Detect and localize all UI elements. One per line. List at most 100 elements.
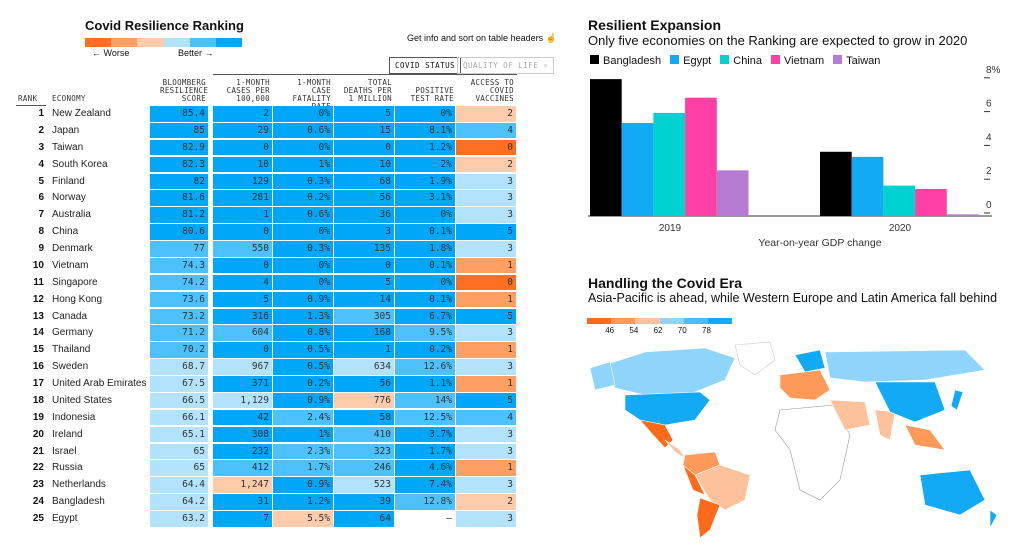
economy-name: Finland bbox=[52, 175, 85, 187]
table-row[interactable]: 25 Egypt 63.2 7 5.5% 64–3 bbox=[0, 511, 520, 527]
legend-swatch bbox=[720, 55, 730, 64]
deaths-cell: 39 bbox=[334, 494, 394, 510]
table-row[interactable]: 4 South Korea 82.3 10 1% 10 2% 2 bbox=[0, 156, 520, 173]
economy-name: United Arab Emirates bbox=[52, 378, 147, 390]
table-row[interactable]: 2 Japan 85 29 0.6% 15 8.1% 4 bbox=[0, 122, 520, 139]
header-positive[interactable]: POSITIVE TEST RATE bbox=[410, 86, 454, 103]
header-deaths[interactable]: TOTAL DEATHS PER 1 MILLION bbox=[343, 78, 392, 103]
positive-cell: 0.2% bbox=[395, 342, 455, 358]
positive-cell: 0% bbox=[395, 106, 455, 122]
table-row[interactable]: 7 Australia 81.2 1 0.6% 36 0% 3 bbox=[0, 207, 520, 223]
table-row[interactable]: 12 Hong Kong 73.6 5 0.9% 14 0.1% 1 bbox=[0, 291, 520, 308]
table-row[interactable]: 23 Netherlands 64.4 1,247 0.9% 523 7.4% 3 bbox=[0, 477, 520, 493]
y-tick-label: 2 bbox=[986, 166, 992, 177]
map-argentina-chile bbox=[696, 497, 721, 539]
ranking-title: Covid Resilience Ranking bbox=[85, 18, 244, 33]
ranking-color-legend bbox=[85, 38, 243, 47]
map-europe bbox=[779, 369, 831, 401]
rank: 12 bbox=[32, 293, 44, 305]
vaccines-cell: 1 bbox=[456, 376, 516, 392]
economy-name: Vietnam bbox=[52, 259, 89, 271]
deaths-cell: 5 bbox=[334, 274, 394, 291]
economy-name: Australia bbox=[52, 209, 91, 221]
score-cell: 68.7 bbox=[150, 359, 208, 375]
score-cell: 73.6 bbox=[150, 291, 208, 308]
vaccines-cell: 5 bbox=[456, 392, 516, 409]
gdp-bar-chart: 0 2 4 6 8% 2019 2020 Year-on-year GDP change bbox=[588, 65, 1001, 249]
deaths-cell: 10 bbox=[334, 156, 394, 173]
map-legend-swatch bbox=[683, 318, 708, 324]
sort-hint-text: Get info and sort on table headers bbox=[407, 33, 544, 43]
table-row[interactable]: 3 Taiwan 82.9 0 0% 0 1.2% 0 bbox=[0, 139, 520, 156]
table-row[interactable]: 1 New Zealand 85.4 2 0% 5 0% 2 bbox=[0, 106, 520, 122]
table-row[interactable]: 10 Vietnam 74.3 0 0% 0 0.1% 1 bbox=[0, 257, 520, 274]
positive-cell: 14% bbox=[395, 392, 455, 409]
vaccines-cell: 1 bbox=[456, 342, 516, 358]
deaths-cell: 58 bbox=[334, 409, 394, 426]
vaccines-cell: 3 bbox=[456, 477, 516, 493]
table-row[interactable]: 15 Thailand 70.2 0 0.5% 1 0.2% 1 bbox=[0, 342, 520, 358]
map-africa bbox=[774, 404, 851, 501]
rank: 8 bbox=[38, 226, 44, 238]
score-cell: 74.2 bbox=[150, 274, 208, 291]
rank: 25 bbox=[32, 513, 44, 525]
map-alaska bbox=[589, 361, 616, 391]
economy-name: Hong Kong bbox=[52, 293, 103, 305]
tab-covid-status[interactable]: COVID STATUS bbox=[389, 57, 462, 74]
tab-quality-of-life[interactable]: QUALITY OF LIFE ▿ bbox=[457, 57, 555, 74]
header-vaccines[interactable]: ACCESS TO COVID VACCINES bbox=[470, 78, 514, 103]
table-row[interactable]: 17 United Arab Emirates 67.5 371 0.2% 56 1.1% 1 bbox=[0, 376, 520, 392]
rank: 2 bbox=[38, 124, 44, 136]
table-row[interactable]: 11 Singapore 74.2 4 0% 5 0% 0 bbox=[0, 274, 520, 291]
table-row[interactable]: 13 Canada 73.2 316 1.3% 305 6.7% 5 bbox=[0, 308, 520, 325]
economy-name: China bbox=[52, 226, 79, 238]
gdp-title: Resilient Expansion bbox=[588, 17, 722, 33]
fatality-cell: 0% bbox=[273, 257, 333, 274]
table-row[interactable]: 14 Germany 71.2 604 0.8% 168 9.5% 3 bbox=[0, 325, 520, 341]
map-legend-swatch bbox=[611, 318, 636, 324]
bar-china-2019 bbox=[653, 112, 686, 216]
fatality-cell: 1.2% bbox=[273, 494, 333, 510]
legend-better: Better → bbox=[178, 48, 214, 58]
economy-name: Singapore bbox=[52, 276, 98, 288]
table-row[interactable]: 20 Ireland 65.1 308 1% 410 3.7% 3 bbox=[0, 426, 520, 443]
cases-cell: 31 bbox=[213, 494, 272, 510]
map-greenland bbox=[734, 341, 776, 376]
table-row[interactable]: 8 China 80.6 0 0% 3 0.1% 5 bbox=[0, 224, 520, 240]
map-new-zealand bbox=[989, 509, 998, 529]
header-economy[interactable]: ECONOMY bbox=[52, 94, 86, 103]
table-row[interactable]: 9 Denmark 77 550 0.3% 135 1.8% 3 bbox=[0, 241, 520, 257]
rank: 10 bbox=[32, 259, 44, 271]
pointer-icon: ☝ bbox=[545, 33, 557, 43]
header-rank[interactable]: RANK bbox=[18, 94, 38, 103]
map-canada bbox=[604, 347, 736, 396]
header-score[interactable]: BLOOMBERG RESILIENCE SCORE bbox=[160, 78, 209, 103]
map-legend-tick: 78 bbox=[702, 326, 711, 335]
score-cell: 85 bbox=[150, 122, 208, 139]
cases-cell: 0 bbox=[213, 257, 272, 274]
rank: 17 bbox=[32, 378, 44, 390]
table-row[interactable]: 24 Bangladesh 64.2 31 1.2% 39 12.8% 2 bbox=[0, 494, 520, 510]
positive-cell: 1.8% bbox=[395, 241, 455, 257]
fatality-cell: 0% bbox=[273, 139, 333, 156]
cases-cell: 316 bbox=[213, 308, 272, 325]
positive-cell: – bbox=[395, 511, 455, 527]
table-row[interactable]: 18 United States 66.5 1,129 0.9% 776 14% 5 bbox=[0, 392, 520, 409]
table-row[interactable]: 16 Sweden 68.7 967 0.5% 634 12.6% 3 bbox=[0, 359, 520, 375]
deaths-cell: 14 bbox=[334, 291, 394, 308]
table-row[interactable]: 21 Israel 65 232 2.3% 323 1.7% 3 bbox=[0, 443, 520, 460]
header-cases[interactable]: 1-MONTH CASES PER 100,000 bbox=[226, 78, 270, 103]
map-southeast-asia bbox=[904, 424, 946, 451]
deaths-cell: 305 bbox=[334, 308, 394, 325]
score-cell: 82.9 bbox=[150, 139, 208, 156]
table-row[interactable]: 22 Russia 65 412 1.7% 246 4.6% 1 bbox=[0, 460, 520, 476]
deaths-cell: 0 bbox=[334, 139, 394, 156]
table-row[interactable]: 5 Finland 82 129 0.3% 68 1.9% 3 bbox=[0, 173, 520, 190]
cases-cell: 371 bbox=[213, 376, 272, 392]
table-row[interactable]: 6 Norway 81.6 281 0.2% 56 3.1% 3 bbox=[0, 190, 520, 206]
score-cell: 66.1 bbox=[150, 409, 208, 426]
positive-cell: 3.7% bbox=[395, 426, 455, 443]
map-peru bbox=[682, 464, 706, 496]
map-legend-tick: 46 bbox=[605, 326, 615, 335]
table-row[interactable]: 19 Indonesia 66.1 42 2.4% 58 12.5% 4 bbox=[0, 409, 520, 426]
